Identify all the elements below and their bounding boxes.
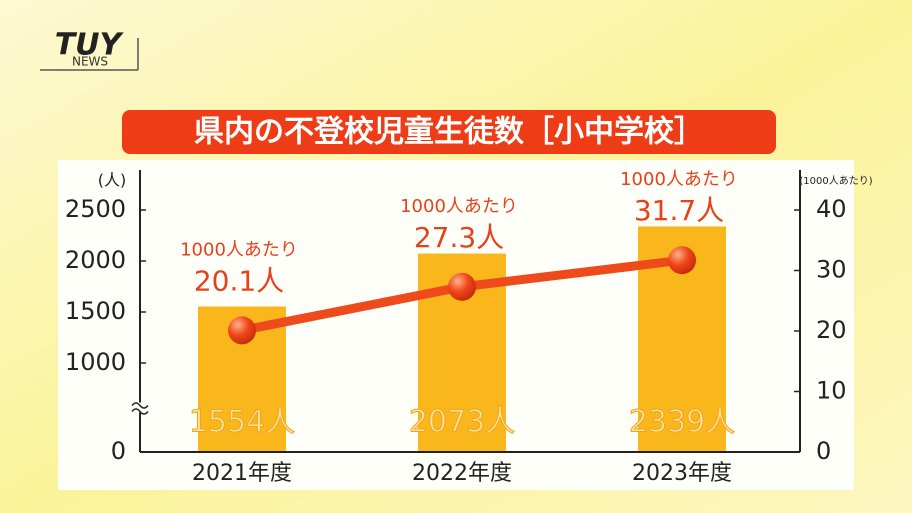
- point-note: 1000人あたり: [400, 196, 518, 217]
- y-tick-label: 1500: [65, 297, 126, 325]
- bar-value-label: 2073人: [409, 405, 515, 440]
- point-note: 1000人あたり: [620, 169, 738, 190]
- y2-tick-label: 40: [816, 195, 847, 223]
- point-value-label: 27.3人: [414, 221, 504, 254]
- x-tick-label: 2021年度: [192, 461, 292, 486]
- line-point: [668, 246, 696, 275]
- line-point: [448, 272, 476, 301]
- x-tick-label: 2023年度: [632, 461, 732, 486]
- point-value-label: 31.7人: [634, 194, 724, 227]
- y-tick-label: 2500: [65, 195, 126, 223]
- y-tick-label: 2000: [65, 246, 126, 274]
- y2-tick-label: 10: [816, 377, 847, 405]
- axis-break-gap: [132, 402, 148, 413]
- bar-value-label: 2339人: [629, 405, 735, 440]
- y-axis-label: (人): [98, 171, 127, 190]
- chart-title: 県内の不登校児童生徒数［小中学校］: [194, 115, 704, 150]
- bar-value-label: 1554人: [189, 405, 295, 440]
- y2-tick-label: 30: [816, 256, 847, 284]
- y-tick-label: 0: [111, 437, 126, 465]
- axis-break: [131, 402, 149, 415]
- line-point: [228, 316, 256, 345]
- point-value-label: 20.1人: [194, 264, 284, 297]
- y2-tick-label: 20: [816, 316, 847, 344]
- logo-sub: NEWS: [72, 55, 108, 69]
- y-tick-label: 1000: [65, 348, 126, 376]
- point-note: 1000人あたり: [180, 239, 298, 260]
- y2-tick-label: 0: [816, 437, 831, 465]
- x-tick-label: 2022年度: [412, 461, 512, 486]
- title-box: [122, 110, 776, 154]
- y2-axis-label: (1000人あたり): [799, 175, 872, 187]
- logo-brand: TUY: [55, 28, 125, 63]
